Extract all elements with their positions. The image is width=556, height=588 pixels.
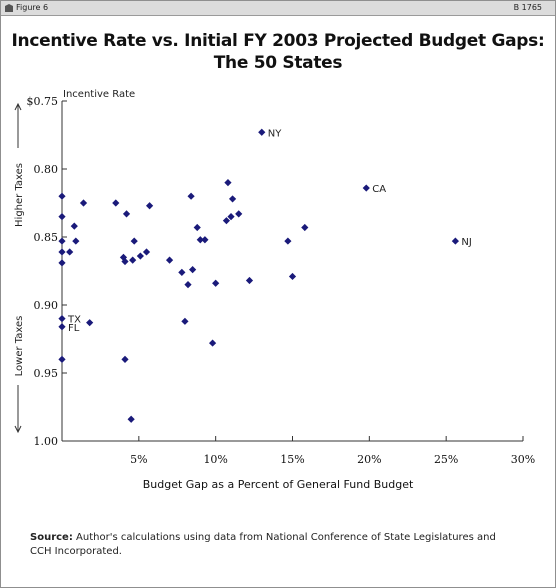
data-point [79,199,88,207]
data-point [258,128,266,136]
data-point [70,222,78,230]
data-point [119,253,128,261]
x-axis-label: Budget Gap as a Percent of General Fund … [142,478,414,491]
data-point [121,355,129,363]
x-tick-label: 5% [130,453,147,466]
chart-title: Incentive Rate vs. Initial FY 2003 Proje… [0,30,556,74]
data-point [362,184,370,192]
y-tick-label: $0.75 [27,95,59,108]
point-label: NY [268,128,282,139]
data-point [58,213,66,221]
data-point [178,268,186,276]
data-point [228,195,237,203]
data-point [86,319,94,327]
data-point [212,279,220,287]
y-tick-label: 0.95 [34,367,59,380]
data-point [181,317,189,325]
data-point [127,415,135,423]
data-point [122,210,131,218]
data-point [284,237,292,245]
data-point [121,257,129,266]
point-label: NJ [461,237,471,248]
data-point [288,272,297,281]
side-annotations: Higher Taxes Lower Taxes [14,102,25,434]
data-point [189,266,197,274]
figure-number: B 1765 [513,3,542,12]
data-point [193,223,201,232]
data-point [58,259,66,267]
data-point [208,339,217,347]
data-point [58,315,66,323]
x-tick-label: 10% [203,453,227,466]
data-point [222,217,231,225]
data-point [130,237,138,245]
x-tick-label: 15% [280,453,304,466]
data-point [224,179,232,187]
data-point [227,213,235,221]
x-tick-label: 30% [511,453,535,466]
data-point [245,276,254,285]
data-point [451,237,459,245]
data-point [129,256,137,264]
data-point [145,202,154,210]
y-tick-label: 0.80 [34,163,59,176]
chart-title-line2: The 50 States [213,53,343,73]
data-point [58,355,66,363]
x-tick-label: 20% [357,453,381,466]
data-point [136,252,144,260]
data-point [201,236,209,244]
y-tick-label: 0.90 [34,299,59,312]
figure-icon [5,4,13,12]
data-point [142,248,151,256]
source-text: Author's calculations using data from Na… [30,532,496,557]
y-tick-label: 0.85 [34,231,59,244]
y-tick-label: 1.00 [34,435,59,448]
data-point [112,199,120,207]
data-point [58,323,66,331]
up-arrow-icon [14,102,22,111]
figure-label: Figure 6 [16,3,49,12]
data-point [165,256,174,264]
data-point [58,237,66,245]
chart-axes [61,101,523,442]
chart-title-line1: Incentive Rate vs. Initial FY 2003 Proje… [11,31,545,51]
lower-taxes-label: Lower Taxes [14,316,25,377]
data-point [184,281,192,289]
data-point [58,192,66,200]
down-arrow-icon [14,425,22,434]
data-point [187,192,195,200]
point-label: FL [68,323,80,334]
source-label: Source: [30,532,73,543]
source-note: Source: Author's calculations using data… [30,531,500,559]
chart-ticks: $0.75 0.80 0.85 0.90 0.95 1.00 5% 10% 15% 20% 25% 3… [27,89,536,466]
data-point [66,248,74,256]
point-label: CA [372,184,386,195]
point-label: TX [67,315,81,326]
data-point [301,223,309,232]
x-tick-label: 25% [434,453,458,466]
data-point [72,237,80,245]
figure-header-bar: Figure 6 B 1765 [1,1,555,16]
data-point [58,248,66,256]
higher-taxes-label: Higher Taxes [14,163,25,227]
data-point [235,210,243,218]
y-axis-label: Incentive Rate [63,89,135,100]
data-point [196,236,204,244]
